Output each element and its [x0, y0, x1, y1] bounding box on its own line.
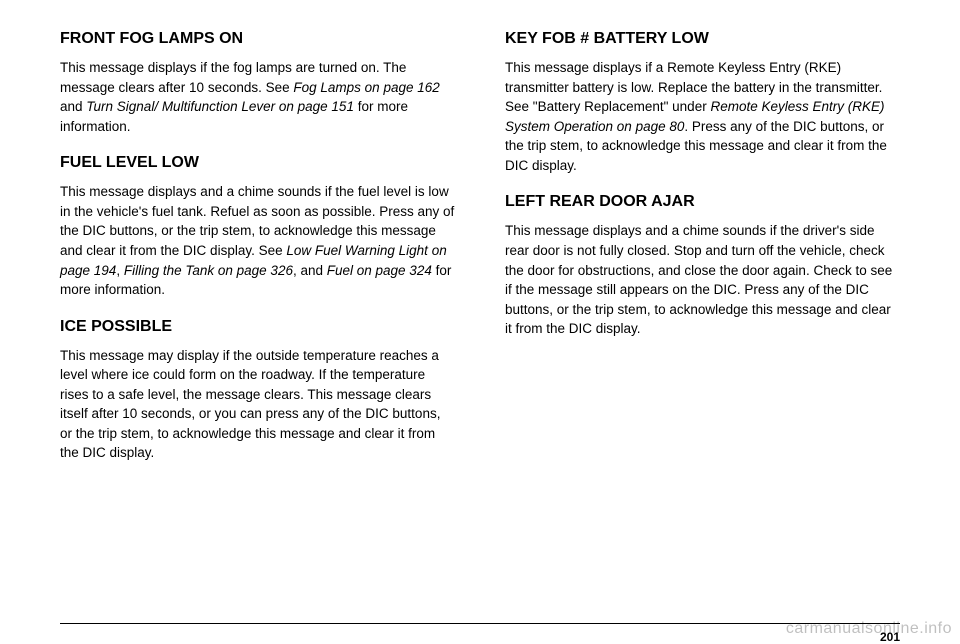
- body-front-fog-lamps: This message displays if the fog lamps a…: [60, 58, 455, 136]
- heading-front-fog-lamps: FRONT FOG LAMPS ON: [60, 30, 455, 48]
- right-column: KEY FOB # BATTERY LOW This message displ…: [505, 30, 900, 560]
- ref-fuel: Fuel on page 324: [327, 263, 432, 278]
- body-key-fob-battery: This message displays if a Remote Keyles…: [505, 58, 900, 175]
- body-left-rear-door: This message displays and a chime sounds…: [505, 221, 900, 338]
- left-column: FRONT FOG LAMPS ON This message displays…: [60, 30, 455, 560]
- ref-filling-tank: Filling the Tank on page 326: [124, 263, 293, 278]
- heading-fuel-level-low: FUEL LEVEL LOW: [60, 154, 455, 172]
- text: , and: [293, 263, 327, 278]
- heading-ice-possible: ICE POSSIBLE: [60, 318, 455, 336]
- body-fuel-level-low: This message displays and a chime sounds…: [60, 182, 455, 299]
- watermark: carmanualsonline.info: [786, 620, 952, 638]
- text: ,: [116, 263, 124, 278]
- heading-key-fob-battery: KEY FOB # BATTERY LOW: [505, 30, 900, 48]
- text: and: [60, 99, 86, 114]
- ref-fog-lamps: Fog Lamps on page 162: [293, 80, 439, 95]
- body-ice-possible: This message may display if the outside …: [60, 346, 455, 463]
- heading-left-rear-door: LEFT REAR DOOR AJAR: [505, 193, 900, 211]
- ref-turn-signal: Turn Signal/ Multifunction Lever on page…: [86, 99, 354, 114]
- page-footer: 201: [60, 623, 900, 628]
- page-content: FRONT FOG LAMPS ON This message displays…: [0, 0, 960, 580]
